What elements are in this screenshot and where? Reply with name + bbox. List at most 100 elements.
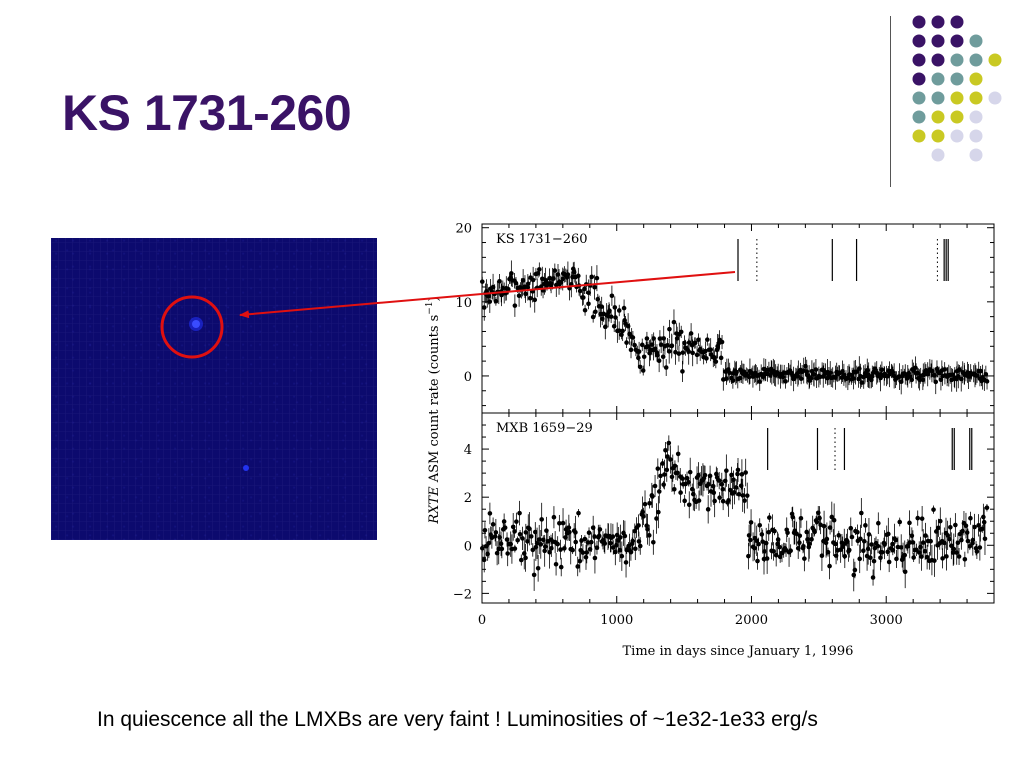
data-point <box>705 507 711 512</box>
data-point <box>696 337 701 343</box>
data-point <box>668 457 673 462</box>
decorative-dot <box>950 53 964 67</box>
data-point <box>950 550 956 555</box>
data-point <box>772 528 777 534</box>
data-point <box>818 522 823 528</box>
data-point <box>608 540 613 546</box>
decorative-dot <box>988 91 1002 105</box>
data-point <box>656 358 662 364</box>
data-point <box>875 543 881 549</box>
data-point <box>746 374 752 380</box>
data-point <box>902 569 908 575</box>
data-point <box>576 283 582 288</box>
data-point <box>650 494 655 499</box>
data-point <box>479 545 485 551</box>
data-point <box>727 487 733 493</box>
data-point <box>576 510 581 516</box>
data-point <box>858 536 863 542</box>
data-point <box>608 314 614 319</box>
data-point <box>589 274 595 280</box>
data-point <box>851 376 856 381</box>
data-point <box>790 514 796 520</box>
data-point <box>518 557 524 563</box>
data-point <box>687 469 693 475</box>
data-point <box>866 532 872 537</box>
data-point <box>684 475 690 481</box>
data-point <box>487 299 493 304</box>
data-point <box>705 337 710 342</box>
data-point <box>694 352 700 358</box>
data-point <box>964 530 970 535</box>
data-point <box>804 529 810 535</box>
data-point <box>613 315 618 320</box>
data-point <box>482 527 488 533</box>
data-point <box>771 549 776 554</box>
decorative-dot <box>969 148 983 162</box>
data-point <box>506 286 511 292</box>
slide-title: KS 1731-260 <box>62 85 352 141</box>
data-point <box>942 540 947 546</box>
decorative-dot <box>931 129 945 143</box>
data-point <box>652 483 658 489</box>
data-point <box>722 478 728 484</box>
data-point <box>806 541 812 546</box>
data-point <box>865 546 871 552</box>
data-point <box>859 510 864 516</box>
data-point <box>630 335 636 340</box>
x-tick-label: 3000 <box>870 613 903 628</box>
data-point <box>520 536 525 541</box>
decorative-dot <box>969 34 983 48</box>
data-point <box>821 523 827 529</box>
data-point <box>686 349 691 354</box>
data-point <box>968 515 973 521</box>
data-point <box>931 507 936 512</box>
data-point <box>849 534 855 540</box>
data-point <box>974 373 980 378</box>
data-point <box>585 540 591 545</box>
data-point <box>530 289 535 294</box>
data-point <box>933 379 939 385</box>
data-point <box>532 529 538 535</box>
data-point <box>512 529 517 534</box>
data-point <box>534 285 540 291</box>
data-point <box>542 548 547 554</box>
data-point <box>965 538 971 544</box>
data-point <box>656 489 662 494</box>
data-point <box>746 553 751 559</box>
data-point <box>499 546 505 552</box>
data-point <box>707 473 713 479</box>
data-point <box>560 520 566 526</box>
x-tick-label: 1000 <box>600 613 633 628</box>
data-point <box>651 336 656 341</box>
data-point <box>827 370 833 376</box>
y-tick-label: 0 <box>464 370 472 385</box>
decorative-dot <box>950 34 964 48</box>
data-point <box>682 498 687 504</box>
light-curve-chart: 0 10 20 KS 1731−260 −2 0 2 4 MXB 1659−29 0 1000 200… <box>425 222 995 659</box>
data-point <box>640 509 645 515</box>
data-point <box>706 482 711 487</box>
data-point <box>859 380 865 385</box>
decorative-dot <box>969 129 983 143</box>
data-point <box>852 567 858 573</box>
data-point <box>530 547 536 553</box>
data-point <box>928 538 933 544</box>
data-point <box>621 305 627 311</box>
data-point <box>945 533 950 538</box>
data-point <box>647 500 652 506</box>
data-point <box>678 329 684 335</box>
data-point <box>851 572 857 578</box>
data-point <box>655 352 660 358</box>
data-point <box>576 273 581 279</box>
data-point <box>785 530 790 536</box>
data-point <box>644 336 650 341</box>
decorative-dot <box>950 129 964 143</box>
data-point <box>656 509 661 515</box>
data-point <box>583 282 589 287</box>
data-point <box>642 501 648 507</box>
data-point <box>963 523 969 528</box>
data-point <box>675 470 680 476</box>
data-point <box>737 375 743 381</box>
data-point <box>517 531 523 537</box>
data-point <box>897 519 903 525</box>
